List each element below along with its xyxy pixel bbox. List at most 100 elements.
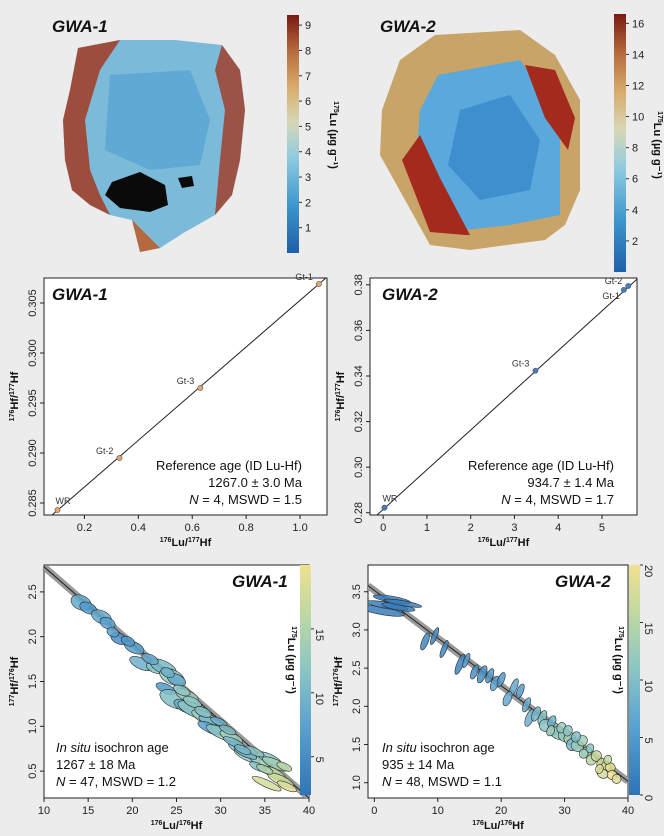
x-tick-label: 10	[432, 805, 444, 817]
map-gwa1-inclusion-2	[178, 176, 194, 188]
isochron-ellipse	[141, 653, 159, 665]
colorbar-tick-label: 8	[305, 45, 311, 57]
point-label: Gt-3	[177, 376, 195, 386]
annotation-line3: N = 4, MSWD = 1.5	[189, 492, 302, 507]
x-axis-label: 176Lu/176Hf	[151, 820, 203, 832]
x-tick-label: 40	[303, 805, 315, 817]
isochron-ellipse	[502, 691, 513, 707]
colorbar-tick-label: 6	[632, 174, 638, 186]
isochron-ellipse	[173, 684, 191, 697]
x-tick-label: 0.6	[185, 522, 200, 534]
isochron-ellipse	[496, 672, 506, 688]
colorbar-bottom-left-text: Lu (µg g⁻¹)	[285, 638, 297, 694]
colorbar-bottom-right-label: 175Lu (µg g⁻¹)	[612, 626, 624, 694]
colorbar-tick-label: 4	[632, 205, 638, 217]
data-point	[532, 367, 539, 374]
colorbar-tick-label: 0	[642, 795, 654, 801]
y-axis-label: 177Hf/176Hf	[9, 656, 21, 706]
x-tick-label: 0.2	[77, 522, 92, 534]
isochron-ellipse	[462, 653, 471, 668]
colorbar-tick-label: 10	[313, 693, 325, 705]
isochron-ellipse	[276, 780, 297, 793]
isochron-ellipse	[595, 764, 604, 774]
plot-content	[376, 278, 637, 515]
isochron-ellipse	[106, 627, 120, 638]
y-tick-label: 0.300	[27, 339, 39, 367]
colorbar-tick-label: 6	[305, 96, 311, 108]
isochron-ellipse	[522, 697, 531, 713]
x-tick-label: 30	[558, 805, 570, 817]
x-tick-label: 5	[599, 522, 605, 534]
colorbar-bottom-right-ticks: 0 5 10 15 20	[640, 564, 654, 801]
isochron-ellipse	[485, 668, 495, 684]
plot-area	[369, 277, 638, 516]
point-label: Gt-2	[96, 446, 114, 456]
data-point	[381, 504, 388, 511]
annotation-line2: 1267.0 ± 3.0 Ma	[208, 475, 303, 490]
x-tick-label: 30	[215, 805, 227, 817]
map-gwa2-rim-left	[402, 135, 470, 235]
isochron-ellipse	[183, 696, 202, 709]
point-label: Gt-1	[602, 291, 620, 301]
colorbar-top-left-text: Lu (µg g⁻¹)	[327, 113, 339, 169]
colorbar-top-left-label: 175Lu (µg g⁻¹)	[327, 101, 339, 169]
isochron-ellipse	[611, 774, 622, 784]
colorbar-top-left: 1 2 3 4 5 6 7 8 9 175Lu (µg g⁻¹)	[287, 15, 339, 253]
isochron-ellipse	[420, 632, 430, 651]
annotation-line3: N = 48, MSWD = 1.1	[382, 774, 502, 789]
y-tick-label: 1.5	[351, 737, 363, 752]
isochron-ellipse	[603, 755, 612, 765]
colorbar-tick-label: 5	[642, 738, 654, 744]
panel-title: GWA-2	[382, 285, 438, 304]
isochron-ellipse	[234, 744, 252, 755]
annotation-line3: N = 4, MSWD = 1.7	[501, 492, 614, 507]
y-tick-label: 3.0	[351, 622, 363, 637]
colorbar-bottom-right-gradient	[629, 565, 640, 795]
colorbar-tick-label: 14	[632, 49, 644, 61]
y-tick-label: 2.0	[27, 629, 39, 644]
y-tick-label: 2.5	[27, 584, 39, 599]
panel-title: GWA-2	[555, 572, 611, 591]
annotation-line1: In situ isochron age	[56, 740, 169, 755]
data-point	[620, 286, 627, 293]
y-tick-label: 2.5	[351, 660, 363, 675]
colorbar-top-left-gradient	[287, 15, 299, 253]
isochron-ellipse	[439, 640, 449, 658]
isochron-ellipse	[219, 724, 237, 736]
colorbar-tick-label: 7	[305, 71, 311, 83]
chart-gwa1-reference: 0.2 0.4 0.6 0.8 1.0 0.285 0.290 0.295 0.300 0.305…	[9, 272, 328, 549]
x-tick-label: 25	[170, 805, 182, 817]
x-axis-label: 176Lu/177Hf	[160, 537, 212, 549]
chart-gwa2-insitu: 0 10 20 30 40 1.0 1.5 2.0 2.5 3.0 3.5 176Lu/176Hf 17…	[333, 564, 634, 832]
colorbar-tick-label: 12	[632, 80, 644, 92]
data-point	[54, 507, 61, 513]
isochron-ellipse	[476, 665, 488, 684]
isochron-ellipse	[546, 725, 555, 737]
isochron-ellipse	[160, 667, 175, 678]
isochron-ellipse	[562, 725, 573, 737]
y-tick-label: 3.5	[351, 584, 363, 599]
y-tick-label: 2.0	[351, 699, 363, 714]
y-axis-label: 177Hf/176Hf	[333, 656, 345, 706]
annotation-line1: Reference age (ID Lu-Hf)	[468, 458, 614, 473]
y-axis-label: 176Hf/177Hf	[335, 371, 347, 421]
isochron-ellipse	[578, 748, 589, 759]
point-label: Gt-2	[605, 276, 623, 286]
y-tick-label: 0.30	[353, 456, 365, 477]
panel-title: GWA-1	[52, 285, 108, 304]
colorbar-bottom-right: 0 5 10 15 20 175Lu (µg g⁻¹)	[612, 564, 654, 801]
x-axis-label: 176Lu/177Hf	[478, 537, 530, 549]
colorbar-tick-label: 15	[313, 629, 325, 641]
colorbar-top-right-text: Lu (µg g⁻¹)	[651, 123, 663, 179]
y-tick-label: 1.0	[351, 775, 363, 790]
isochron-ellipse	[251, 775, 282, 792]
colorbar-top-left-ticks: 1 2 3 4 5 6 7 8 9	[299, 20, 311, 235]
point-label: WR	[55, 496, 70, 506]
colorbar-top-right: 2 4 6 8 10 12 14 16 175Lu (µg g⁻¹)	[614, 14, 663, 272]
colorbar-bottom-left: 5 10 15 175Lu (µg g⁻¹)	[285, 565, 325, 795]
annotation-line1: Reference age (ID Lu-Hf)	[156, 458, 302, 473]
y-tick-label: 0.38	[353, 274, 365, 295]
panel-title: GWA-1	[232, 572, 288, 591]
x-tick-label: 1	[424, 522, 430, 534]
